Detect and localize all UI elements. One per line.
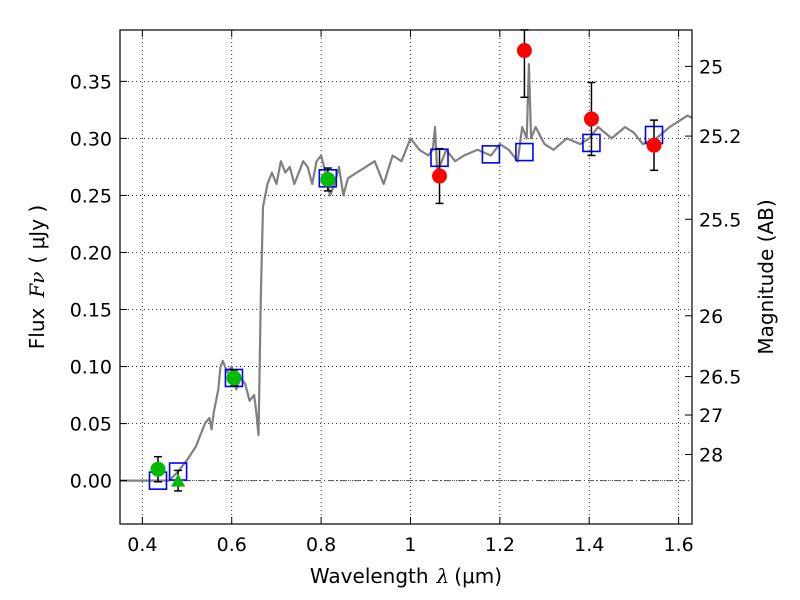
y-axis-ticks: 0.00 0.05 0.10 0.15 0.20 0.25 0.30 0.35 xyxy=(70,71,127,493)
magnitude-axis-ticks: 25 25.2 25.5 26 26.5 27 28 xyxy=(685,56,741,467)
observed-point xyxy=(583,111,599,127)
y-tick-label: 0.15 xyxy=(70,300,112,322)
x-tick-label: 0.6 xyxy=(217,534,247,556)
x-tick-label: 1.6 xyxy=(663,534,693,556)
y-tick-label: 0.00 xyxy=(70,471,112,493)
magnitude-tick-label: 25 xyxy=(699,56,723,78)
x-axis-label-var: λ xyxy=(436,564,450,588)
plot-frame xyxy=(119,29,693,525)
y-axis-label-unit: ( μJy ) xyxy=(25,205,49,264)
x-tick-label: 0.8 xyxy=(306,534,336,556)
x-axis-label-unit: (μm) xyxy=(454,564,502,588)
x-tick-label: 0.4 xyxy=(127,534,157,556)
y-tick-label: 0.25 xyxy=(70,185,112,207)
upper-limit-point xyxy=(171,473,186,487)
model-sed-line xyxy=(120,63,693,482)
model-band-point xyxy=(481,145,501,164)
magnitude-tick-label: 28 xyxy=(699,445,723,467)
grid-lines xyxy=(120,30,692,524)
model-band-point xyxy=(515,142,534,162)
x-tick-label: 1 xyxy=(404,534,416,556)
x-axis-label-text: Wavelength xyxy=(310,564,429,588)
magnitude-tick-label: 26.5 xyxy=(699,367,741,389)
y-tick-label: 0.05 xyxy=(70,414,112,436)
magnitude-tick-label: 27 xyxy=(699,405,723,427)
observed-point xyxy=(516,43,532,59)
y-tick-label: 0.20 xyxy=(70,242,112,264)
x-axis-ticks: 0.4 0.6 0.8 1 1.2 1.4 1.6 xyxy=(127,30,694,556)
magnitude-tick-label: 25.2 xyxy=(699,126,741,148)
magnitude-axis-label: Magnitude (AB) xyxy=(754,199,778,354)
x-axis-label: Wavelength λ (μm) xyxy=(310,564,502,588)
x-tick-label: 1.2 xyxy=(485,534,515,556)
magnitude-tick-label: 25.5 xyxy=(699,209,741,231)
observed-point xyxy=(226,370,242,386)
observed-point xyxy=(646,137,662,153)
plot-area xyxy=(120,30,692,524)
observed-point xyxy=(432,168,448,184)
data-points xyxy=(148,29,664,492)
y-axis-label-text: Flux xyxy=(25,307,49,349)
magnitude-tick-label: 26 xyxy=(699,306,723,328)
observed-point xyxy=(150,461,166,477)
x-tick-label: 1.4 xyxy=(574,534,604,556)
y-tick-label: 0.35 xyxy=(70,71,112,93)
y-tick-label: 0.30 xyxy=(70,128,112,150)
y-axis-label-var: Fν xyxy=(25,272,49,299)
y-tick-label: 0.10 xyxy=(70,357,112,379)
observed-point xyxy=(320,171,336,187)
y-axis-label: Flux Fν ( μJy ) xyxy=(25,205,49,349)
